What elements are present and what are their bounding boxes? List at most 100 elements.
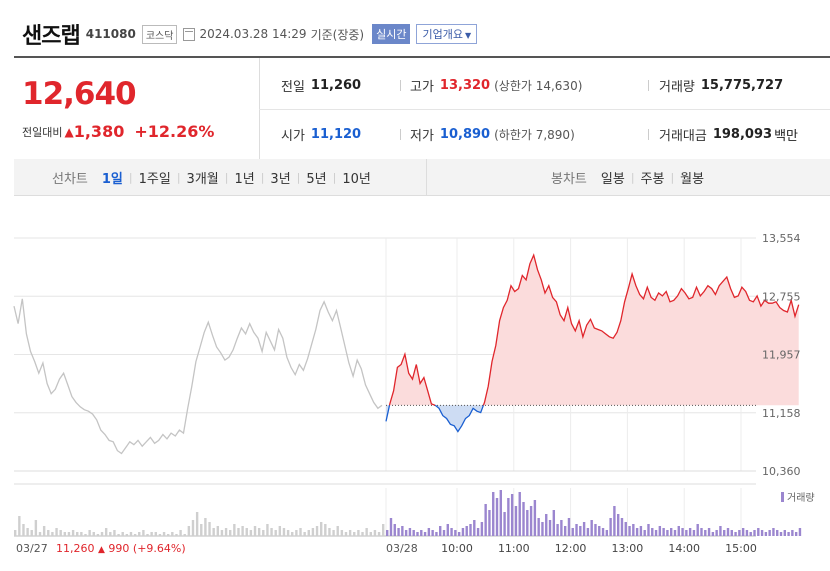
volume-bar-prev xyxy=(100,532,104,536)
volume-bar xyxy=(757,528,760,536)
divider xyxy=(426,159,427,195)
volume-bar-prev xyxy=(117,534,120,536)
volume-bar xyxy=(416,532,419,536)
price-chart: 13,554 12,755 11,957 11,158 10,360 거래량 03/27 03… xyxy=(13,232,815,555)
line-chart-tab[interactable]: 1주일 xyxy=(138,171,171,187)
price-lines xyxy=(13,253,800,455)
volume-bar-prev xyxy=(344,532,348,536)
line-chart-tab[interactable]: 10년 xyxy=(342,171,371,187)
volume-bar xyxy=(586,528,590,536)
volume-bar xyxy=(692,530,696,536)
volume-bar xyxy=(658,526,662,536)
volume-bar-prev xyxy=(22,524,25,536)
volume-bar xyxy=(726,528,730,536)
volume-bar xyxy=(499,490,502,536)
volume-bar-prev xyxy=(183,534,186,536)
volume-bar xyxy=(575,524,578,536)
volume-bar xyxy=(688,528,692,536)
volume-bar xyxy=(408,528,412,536)
line-chart-label: 선차트 xyxy=(52,171,88,187)
volume-bar-prev xyxy=(278,526,282,536)
volume-bar xyxy=(590,520,593,536)
y-tick-label: 13,554 xyxy=(762,232,801,245)
prev-close-label: 전일 xyxy=(281,80,305,95)
volume-bar-prev xyxy=(67,532,71,536)
volume-bar-prev xyxy=(299,528,302,536)
volume-bar xyxy=(772,528,775,536)
volume-bar xyxy=(776,530,779,536)
high-cell: 고가 13,320 (상한가 14,630) xyxy=(410,76,582,95)
volume-bar xyxy=(704,530,707,536)
volume-bar xyxy=(700,528,703,536)
volume-bar xyxy=(495,498,499,536)
volume-bar-prev xyxy=(138,532,141,536)
down-line xyxy=(385,405,391,422)
chart-labels: 13,554 12,755 11,957 11,158 10,360 거래량 03/27 03… xyxy=(16,232,815,555)
candle-chart-tab[interactable]: 월봉 xyxy=(680,171,705,187)
volume-bar xyxy=(798,528,802,536)
volume-bar-prev xyxy=(274,530,277,536)
change-label: 전일대비 xyxy=(22,125,63,139)
down-area xyxy=(435,405,484,432)
candle-chart-tab-group: 봉차트 일봉 | 주봉 | 월봉 xyxy=(551,159,710,195)
volume-bar xyxy=(389,518,393,536)
volume-bar xyxy=(492,492,495,536)
tab-separator: | xyxy=(332,170,337,184)
volume-bar-prev xyxy=(88,530,91,536)
prev-close-cell: 전일 11,260 xyxy=(281,76,361,95)
day-label: 03/28 xyxy=(386,542,418,555)
volume-bar-prev xyxy=(51,532,54,536)
day-label: 03/27 xyxy=(16,542,48,555)
volume-bar xyxy=(446,524,449,536)
line-chart-tab[interactable]: 1년 xyxy=(234,171,255,187)
prev-day-summary: 11,260 ▲ 990 (+9.64%) xyxy=(56,542,186,555)
line-chart-tab[interactable]: 3개월 xyxy=(186,171,219,187)
volume-bar-prev xyxy=(55,528,58,536)
volume-bar-prev xyxy=(257,528,261,536)
upper-limit: (상한가 14,630) xyxy=(494,79,583,93)
x-tick-label: 12:00 xyxy=(555,542,587,555)
volume-bar-prev xyxy=(109,532,112,536)
line-chart-tab[interactable]: 3년 xyxy=(270,171,291,187)
volume-bar-prev xyxy=(59,530,62,536)
tab-separator: | xyxy=(260,170,265,184)
volume-bar xyxy=(412,530,415,536)
volume-bar-prev xyxy=(14,530,17,536)
volume-bar xyxy=(613,506,616,536)
stock-header: 샌즈랩 411080 코스닥 2024.03.28 14:29 기준(장중) 실… xyxy=(22,18,478,50)
company-overview-label: 기업개요 xyxy=(422,28,463,41)
volume-bar-prev xyxy=(150,532,153,536)
volume-bar xyxy=(571,528,574,536)
volume-bar-prev xyxy=(166,534,170,536)
volume-bar-prev xyxy=(133,534,137,536)
volume-bar-prev xyxy=(96,534,100,536)
open-label: 시가 xyxy=(281,129,305,144)
volume-bar-prev xyxy=(224,528,228,536)
volume-bar xyxy=(420,530,423,536)
realtime-button[interactable]: 실시간 xyxy=(372,24,411,44)
company-overview-dropdown[interactable]: 기업개요 ▼ xyxy=(416,24,478,44)
volume-bar xyxy=(787,532,790,536)
candle-chart-tab[interactable]: 주봉 xyxy=(640,171,665,187)
volume-bar xyxy=(624,522,627,536)
volume-bar xyxy=(666,530,669,536)
x-tick-label: 13:00 xyxy=(612,542,644,555)
volume-bar xyxy=(685,530,688,536)
volume-bar-prev xyxy=(113,530,116,536)
x-tick-label: 11:00 xyxy=(498,542,530,555)
volume-bar xyxy=(741,528,745,536)
volume-bar-prev xyxy=(315,526,319,536)
change-value: 1,380 xyxy=(73,122,125,141)
volume-bar-prev xyxy=(208,522,211,536)
volume-bar xyxy=(401,526,404,536)
line-chart-tab[interactable]: 1일 xyxy=(101,171,123,187)
line-chart-tab[interactable]: 5년 xyxy=(306,171,327,187)
volume-bar xyxy=(435,532,438,536)
volume-bar xyxy=(632,524,635,536)
volume-bar xyxy=(745,530,749,536)
volume-bar-prev xyxy=(71,530,75,536)
volume-bar-prev xyxy=(328,528,331,536)
prev-day-change: 990 (+9.64%) xyxy=(105,542,186,555)
volume-bar xyxy=(673,530,677,536)
candle-chart-tab[interactable]: 일봉 xyxy=(600,171,625,187)
